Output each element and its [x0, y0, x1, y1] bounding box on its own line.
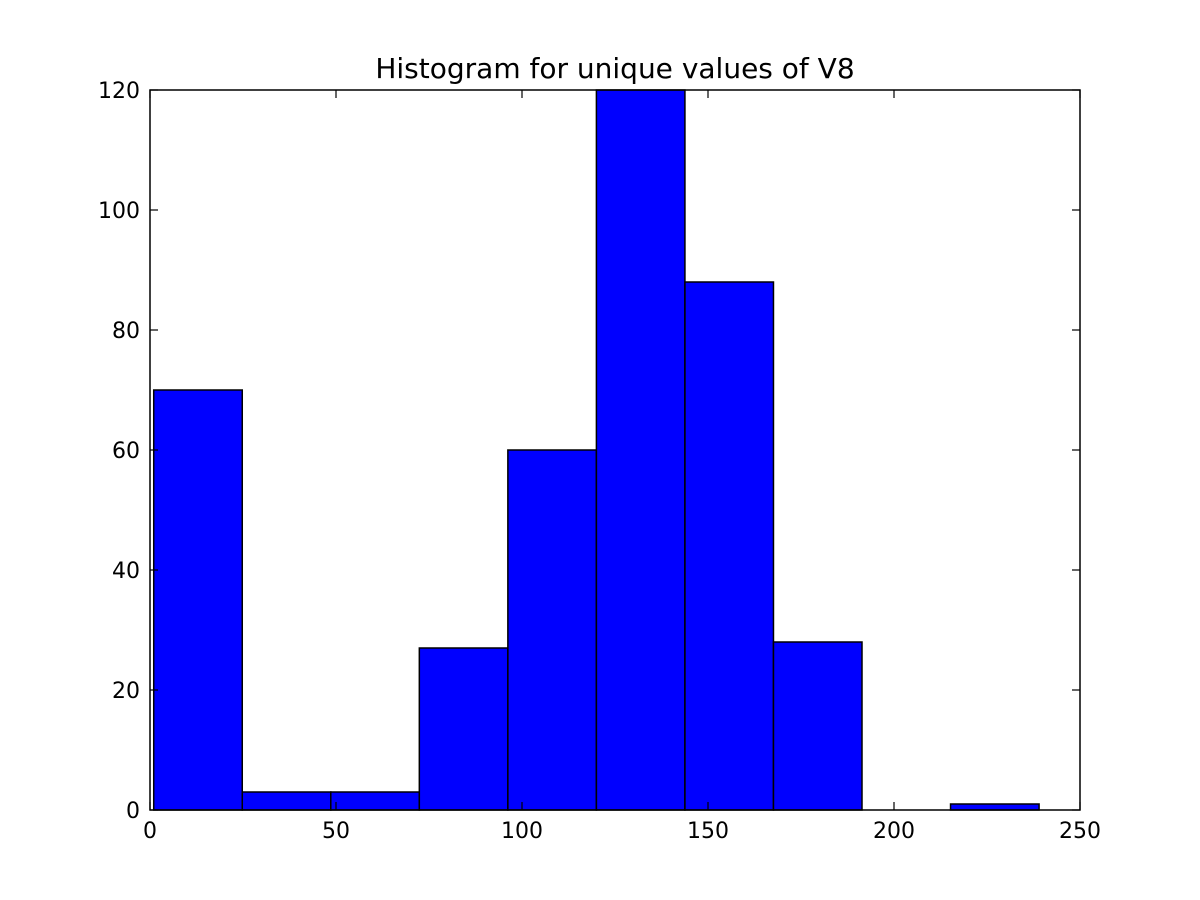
y-tick-label-20: 20	[112, 679, 140, 704]
histogram-bar-5	[595, 89, 686, 811]
y-tick-label-40: 40	[112, 559, 140, 584]
x-tick-label-0: 0	[143, 819, 157, 844]
bars-group	[152, 89, 1040, 811]
x-tick-label-50: 50	[322, 819, 350, 844]
histogram-bar-7	[772, 641, 863, 811]
x-tick-label-200: 200	[873, 819, 915, 844]
y-tick-label-0: 0	[126, 799, 140, 824]
x-tick-label-150: 150	[687, 819, 729, 844]
histogram-bar-1	[241, 791, 332, 811]
x-tick-labels: 0 50 100 150 200 250	[143, 819, 1101, 844]
histogram-bar-2	[330, 791, 421, 811]
plot-frame	[149, 89, 1081, 811]
y-tick-label-120: 120	[98, 79, 140, 104]
histogram-bar-0	[152, 389, 244, 811]
histogram-bar-9	[949, 803, 1040, 811]
histogram-bar-6	[684, 281, 775, 811]
y-tick-label-100: 100	[98, 199, 140, 224]
chart-title: Histogram for unique values of V8	[375, 52, 854, 85]
histogram-bar-3	[418, 647, 509, 811]
histogram-bar-4	[507, 449, 598, 811]
x-tick-label-250: 250	[1059, 819, 1101, 844]
y-tick-labels: 0 20 40 60 80 100 120	[98, 79, 140, 824]
y-tick-label-60: 60	[112, 439, 140, 464]
x-tick-label-100: 100	[501, 819, 543, 844]
y-tick-label-80: 80	[112, 319, 140, 344]
